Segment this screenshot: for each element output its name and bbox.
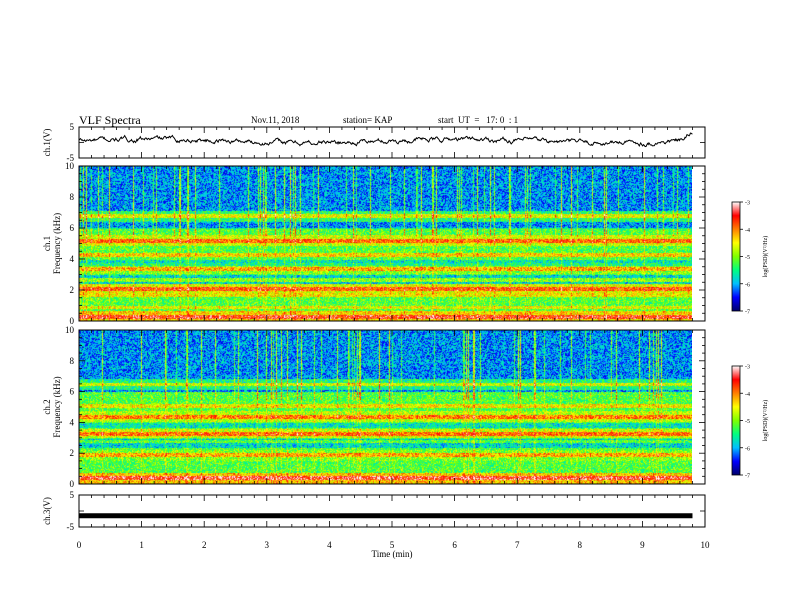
y-tick-label: -5 [67, 522, 75, 532]
y-tick-label: 2 [70, 285, 75, 295]
colorbar-tick-label: -3 [745, 201, 750, 207]
ch1-ylabel-channel: ch.1 [42, 236, 52, 251]
colorbar-tick-label: -6 [745, 446, 750, 452]
y-tick-label: 10 [65, 161, 75, 171]
colorbar-2 [731, 365, 741, 476]
ch2-ylabel-channel: ch.2 [42, 399, 52, 414]
y-tick-label: 5 [70, 490, 75, 500]
y-tick-label: -5 [67, 153, 75, 163]
ch1-ylabel-frequency: Frequency (kHz) [52, 213, 62, 274]
x-tick-label: 2 [202, 540, 207, 550]
station-label: station= KAP [343, 115, 393, 125]
colorbar-tick-label: -4 [745, 392, 750, 398]
ch3-ylabel: ch.3(V) [42, 497, 52, 525]
colorbar-1 [731, 201, 741, 312]
x-tick-label: 10 [701, 540, 711, 550]
x-tick-label: 9 [640, 540, 645, 550]
colorbar-label: log(PSD)(V²/Hz) [762, 236, 769, 277]
y-tick-label: 6 [70, 223, 75, 233]
plot-title: VLF Spectra [79, 113, 141, 127]
colorbar-tick-label: -5 [745, 419, 750, 425]
colorbar-tick-label: -3 [745, 365, 750, 371]
colorbar-label: log(PSD)(V²/Hz) [762, 400, 769, 441]
x-tick-label: 8 [578, 540, 583, 550]
x-tick-label: 5 [390, 540, 395, 550]
x-tick-label: 1 [139, 540, 144, 550]
ch1-voltage-trace [78, 132, 693, 148]
colorbar-tick-label: -7 [745, 474, 750, 480]
ch1-spectrogram [79, 166, 692, 321]
ch1-ylabel: ch.1(V) [42, 129, 52, 157]
y-tick-label: 6 [70, 387, 75, 397]
y-tick-label: 8 [70, 356, 75, 366]
y-tick-label: 8 [70, 192, 75, 202]
y-tick-label: 4 [70, 417, 75, 427]
colorbar-tick-label: -7 [745, 310, 750, 316]
x-tick-label: 0 [77, 540, 82, 550]
ch2-ylabel-frequency: Frequency (kHz) [52, 376, 62, 437]
x-tick-label: 7 [515, 540, 520, 550]
x-tick-label: 6 [452, 540, 457, 550]
colorbar-tick-label: -5 [745, 255, 750, 261]
y-tick-label: 0 [70, 316, 75, 326]
y-tick-label: 4 [70, 254, 75, 264]
y-tick-label: 10 [65, 325, 75, 335]
x-tick-label: 4 [327, 540, 332, 550]
y-tick-label: 0 [70, 479, 75, 489]
y-tick-label: 2 [70, 448, 75, 458]
ch2-spectrogram [79, 330, 692, 484]
y-tick-label: 5 [70, 122, 75, 132]
x-tick-label: 3 [265, 540, 270, 550]
colorbar-tick-label: -6 [745, 282, 750, 288]
colorbar-tick-label: -4 [745, 228, 750, 234]
start-time-label: start UT = 17: 0 : 1 [438, 115, 519, 125]
date-label: Nov.11, 2018 [251, 115, 300, 125]
x-axis-label: Time (min) [372, 549, 413, 559]
